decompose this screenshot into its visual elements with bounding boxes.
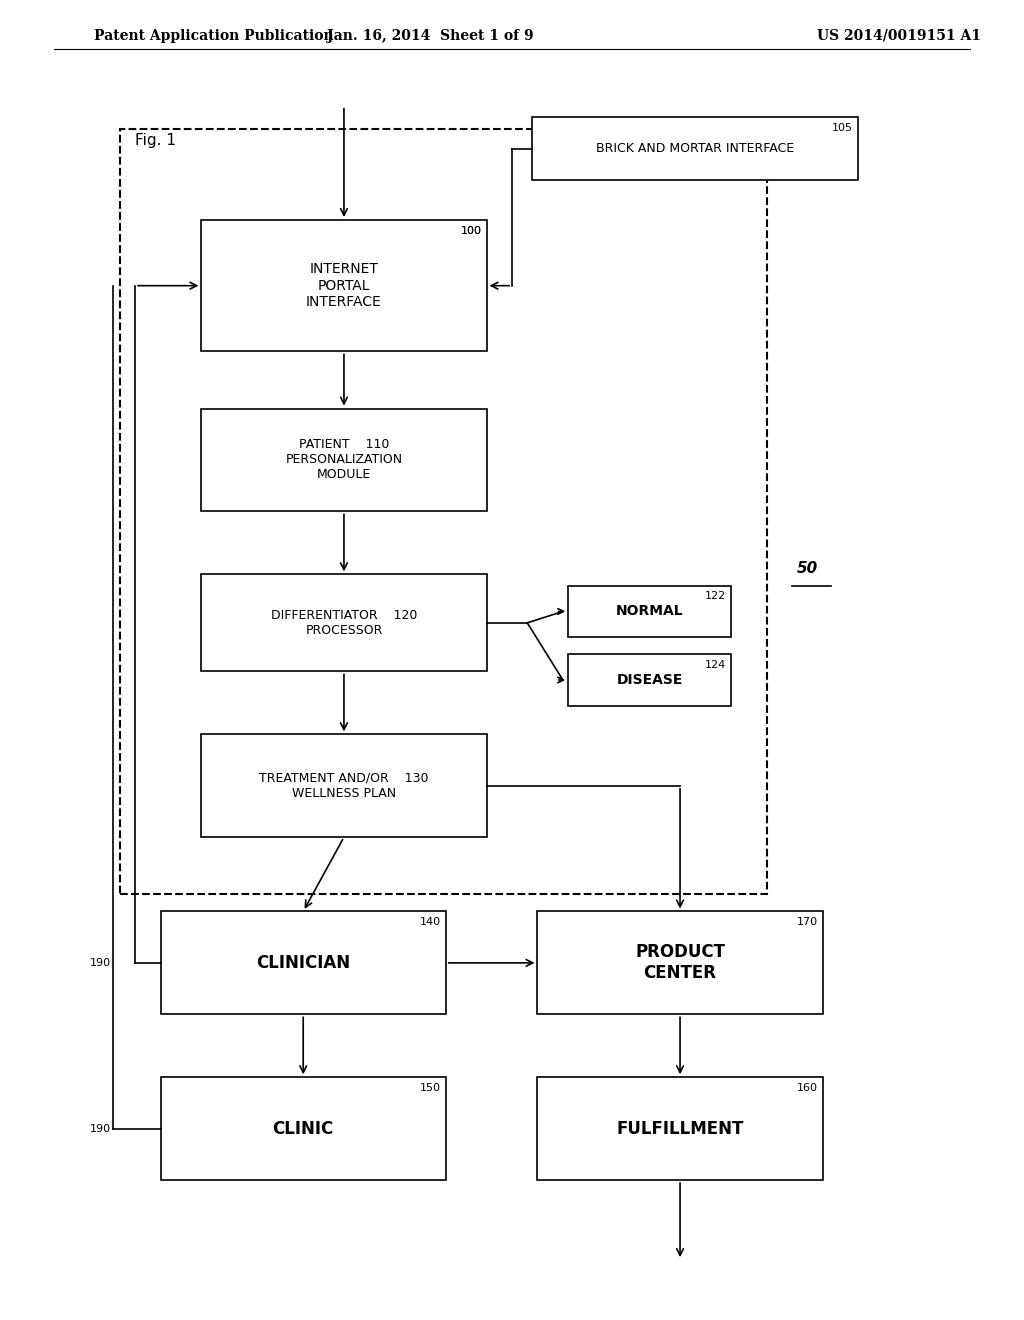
FancyBboxPatch shape	[202, 220, 486, 351]
FancyBboxPatch shape	[202, 574, 486, 672]
Text: 100: 100	[461, 226, 481, 236]
Text: 170: 170	[797, 917, 817, 927]
Text: 105: 105	[833, 123, 853, 133]
FancyBboxPatch shape	[161, 911, 445, 1014]
FancyBboxPatch shape	[161, 1077, 445, 1180]
Text: 160: 160	[797, 1082, 817, 1093]
Text: DIFFERENTIATOR    120
PROCESSOR: DIFFERENTIATOR 120 PROCESSOR	[270, 609, 417, 636]
Text: 190: 190	[89, 958, 111, 968]
Text: 150: 150	[420, 1082, 440, 1093]
FancyBboxPatch shape	[568, 586, 731, 638]
FancyBboxPatch shape	[568, 655, 731, 706]
Text: BRICK AND MORTAR INTERFACE: BRICK AND MORTAR INTERFACE	[596, 143, 795, 154]
Text: 100: 100	[461, 226, 481, 236]
Text: 50: 50	[797, 561, 818, 576]
FancyBboxPatch shape	[532, 117, 858, 180]
Text: Jan. 16, 2014  Sheet 1 of 9: Jan. 16, 2014 Sheet 1 of 9	[328, 29, 534, 42]
FancyBboxPatch shape	[538, 911, 822, 1014]
Text: TREATMENT AND/OR    130
WELLNESS PLAN: TREATMENT AND/OR 130 WELLNESS PLAN	[259, 772, 429, 800]
Text: NORMAL: NORMAL	[615, 605, 683, 619]
Text: US 2014/0019151 A1: US 2014/0019151 A1	[817, 29, 981, 42]
FancyBboxPatch shape	[202, 734, 486, 837]
FancyBboxPatch shape	[538, 1077, 822, 1180]
Text: Patent Application Publication: Patent Application Publication	[94, 29, 334, 42]
Text: CLINICIAN: CLINICIAN	[256, 954, 350, 972]
Text: PATIENT    110
PERSONALIZATION
MODULE: PATIENT 110 PERSONALIZATION MODULE	[286, 438, 402, 482]
FancyBboxPatch shape	[202, 409, 486, 511]
Text: PRODUCT
CENTER: PRODUCT CENTER	[635, 944, 725, 982]
Text: FULFILLMENT: FULFILLMENT	[616, 1119, 743, 1138]
Text: INTERNET
PORTAL
INTERFACE: INTERNET PORTAL INTERFACE	[306, 263, 382, 309]
Text: 124: 124	[705, 660, 726, 671]
Text: 122: 122	[705, 591, 726, 602]
Text: 190: 190	[89, 1123, 111, 1134]
Text: CLINIC: CLINIC	[272, 1119, 334, 1138]
Text: DISEASE: DISEASE	[616, 673, 683, 686]
Text: 140: 140	[420, 917, 440, 927]
Text: Fig. 1: Fig. 1	[135, 133, 176, 148]
